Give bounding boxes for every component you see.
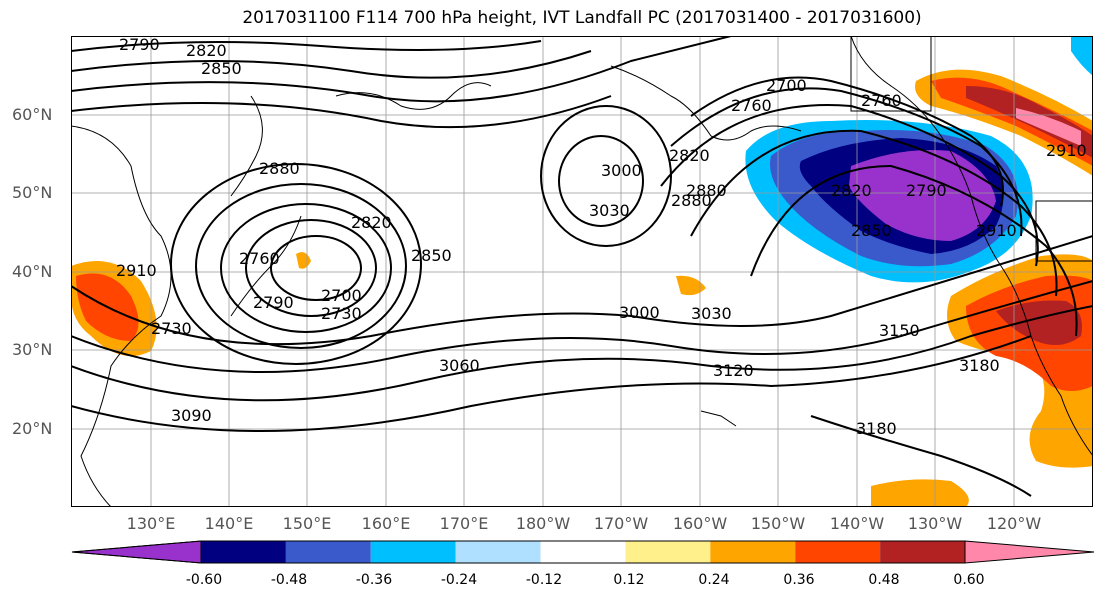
contour-label: 3180 (959, 356, 1000, 375)
colorbar-segment (880, 541, 965, 563)
contour-labels: 2790 2820 2850 2880 2760 2700 2730 2790 … (116, 36, 1087, 438)
map-title: 2017031100 F114 700 hPa height, IVT Land… (242, 8, 922, 28)
lon-label: 170°W (593, 514, 649, 533)
colorbar-tick: -0.24 (440, 572, 478, 588)
contour-label: 2820 (186, 41, 227, 60)
contour-label: 2820 (669, 146, 710, 165)
colorbar-tick: 0.36 (783, 572, 815, 588)
colorbar-segment (540, 541, 626, 563)
contour-label: 2760 (239, 249, 280, 268)
colorbar-segment (455, 541, 541, 563)
map-panel: 2790 2820 2850 2880 2760 2700 2730 2790 … (71, 36, 1093, 507)
lat-label: 60°N (12, 105, 53, 124)
contour-label: 2730 (321, 304, 362, 323)
lon-label: 150°E (282, 514, 332, 533)
lon-label: 130°W (907, 514, 963, 533)
contour-label: 2820 (351, 213, 392, 232)
contour-label: 2700 (321, 286, 362, 305)
contour-label: 3150 (879, 321, 920, 340)
colorbar-segment (285, 541, 371, 563)
contour-label: 2880 (259, 159, 300, 178)
contour-label: 3120 (713, 361, 754, 380)
lat-label: 30°N (12, 340, 53, 359)
contour-label: 2910 (1046, 141, 1087, 160)
contour-label: 2760 (861, 91, 902, 110)
lon-label: 120°W (986, 514, 1042, 533)
colorbar-segment (71, 540, 202, 564)
map-frame (71, 36, 1093, 507)
contour-label: 3030 (691, 304, 732, 323)
colorbar-segment (201, 541, 286, 563)
contour-label: 3060 (439, 356, 480, 375)
ivt-shading (71, 36, 1093, 507)
contour-label: 2730 (151, 319, 192, 338)
height-contours (71, 36, 1093, 497)
lat-label: 20°N (12, 419, 53, 438)
contour-label: 3180 (856, 419, 897, 438)
colorbar-segment (625, 541, 711, 563)
colorbar-tick: 0.12 (613, 572, 645, 588)
lon-label: 150°W (750, 514, 806, 533)
colorbar-tick: 0.60 (953, 572, 985, 588)
colorbar-tick: -0.12 (525, 572, 563, 588)
lat-label: 40°N (12, 262, 53, 281)
colorbar-segment (964, 540, 1095, 564)
lon-label: 160°W (672, 514, 728, 533)
contour-label: 2820 (831, 181, 872, 200)
lon-label: 180°W (515, 514, 571, 533)
contour-label: 3000 (619, 303, 660, 322)
contour-label: 2880 (686, 181, 727, 200)
contour-label: 2850 (411, 246, 452, 265)
contour-label: 2790 (119, 36, 160, 54)
lon-label: 140°E (204, 514, 254, 533)
contour-label: 2910 (976, 221, 1017, 240)
lon-label: 140°W (829, 514, 885, 533)
contour-label: 2910 (116, 261, 157, 280)
contour-label: 3000 (601, 161, 642, 180)
colorbar-tick: 0.48 (868, 572, 900, 588)
contour-label: 2850 (201, 59, 242, 78)
contour-label: 2790 (906, 181, 947, 200)
colorbar (71, 540, 1095, 564)
contour-label: 2850 (851, 221, 892, 240)
colorbar-tick: -0.60 (185, 572, 223, 588)
colorbar-tick: -0.36 (355, 572, 393, 588)
contour-label: 2880 (671, 191, 712, 210)
colorbar-segment (710, 541, 796, 563)
lon-label: 160°E (361, 514, 411, 533)
colorbar-tick: -0.48 (270, 572, 308, 588)
colorbar-segment (370, 541, 456, 563)
colorbar-outline-left (71, 540, 202, 564)
colorbar-segment (795, 541, 881, 563)
contour-label: 2790 (253, 293, 294, 312)
graticule (71, 36, 1093, 507)
contour-label: 2760 (731, 96, 772, 115)
colorbar-tick: 0.24 (698, 572, 730, 588)
contour-label: 3030 (589, 201, 630, 220)
contour-label: 3090 (171, 406, 212, 425)
lat-label: 50°N (12, 183, 53, 202)
map-canvas: 2790 2820 2850 2880 2760 2700 2730 2790 … (71, 36, 1093, 507)
lon-label: 170°E (439, 514, 489, 533)
lon-label: 130°E (126, 514, 176, 533)
contour-label: 2700 (766, 76, 807, 95)
